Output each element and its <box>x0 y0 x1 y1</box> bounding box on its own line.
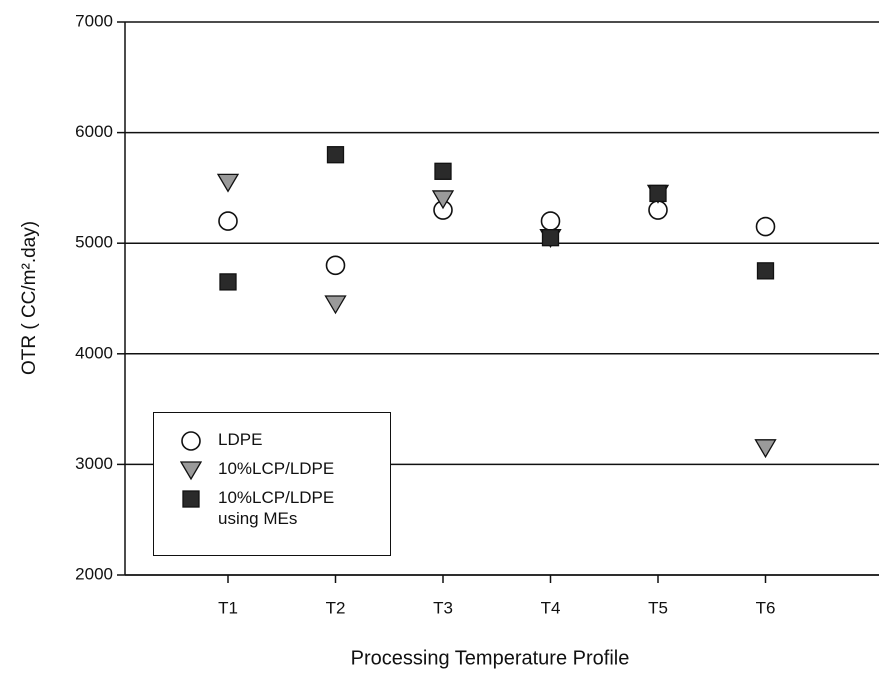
marker <box>326 146 345 164</box>
marker <box>219 273 237 291</box>
marker <box>754 439 777 459</box>
x-tick-label: T5 <box>648 598 668 617</box>
marker <box>434 162 452 180</box>
marker <box>324 295 347 315</box>
marker <box>218 211 238 231</box>
legend-label: 10%LCP/LDPE using MEs <box>218 488 335 528</box>
legend-item: 10%LCP/LDPE <box>180 458 390 481</box>
legend-icon <box>181 431 201 451</box>
legend-icon <box>182 490 200 508</box>
marker <box>216 173 240 193</box>
legend: LDPE 10%LCP/LDPE 10%LCP/LDPE using MEs <box>153 412 391 556</box>
legend-label: LDPE <box>218 430 263 449</box>
y-tick-label: 6000 <box>75 122 113 141</box>
y-axis-title: OTR ( CC/m².day) <box>19 221 40 375</box>
marker <box>540 211 561 231</box>
marker <box>181 431 201 451</box>
x-tick-label: T2 <box>326 598 346 617</box>
x-tick-label: T6 <box>756 598 776 617</box>
marker <box>325 255 346 276</box>
legend-item: 10%LCP/LDPE using MEs <box>180 487 390 529</box>
legend-label: 10%LCP/LDPE <box>218 459 335 478</box>
x-tick-label: T1 <box>218 598 238 617</box>
marker <box>755 216 776 237</box>
x-tick-label: T4 <box>541 598 561 617</box>
y-tick-label: 5000 <box>75 233 113 252</box>
marker <box>649 184 667 203</box>
y-tick-label: 7000 <box>75 11 113 30</box>
marker <box>541 229 560 247</box>
marker <box>648 200 668 220</box>
x-tick-label: T3 <box>433 598 453 617</box>
marker <box>756 262 775 280</box>
marker <box>182 490 200 508</box>
marker <box>431 190 455 210</box>
marker <box>180 461 202 481</box>
legend-item: LDPE <box>180 429 390 452</box>
y-tick-label: 2000 <box>75 564 113 583</box>
x-axis-title: Processing Temperature Profile <box>351 647 630 669</box>
y-tick-label: 4000 <box>75 343 113 362</box>
legend-icon <box>180 461 202 481</box>
y-tick-label: 3000 <box>75 454 113 473</box>
